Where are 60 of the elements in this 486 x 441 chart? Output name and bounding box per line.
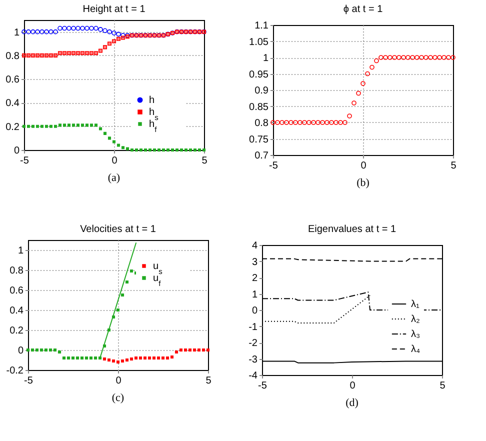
text: (b) xyxy=(356,177,370,189)
x-tick-label: 5 xyxy=(202,156,208,166)
y-tick-label: 1 xyxy=(262,53,269,64)
y-tick-label: 0.4 xyxy=(6,98,20,110)
y-tick-label: 0.6 xyxy=(10,286,24,296)
text: (a) xyxy=(108,172,120,184)
y-tick-label: 0.2 xyxy=(10,326,24,336)
y-tick-label: 3 xyxy=(252,256,258,268)
y-tick-label: 0 xyxy=(252,306,258,316)
y-tick-label: 0.8 xyxy=(10,266,24,276)
legend-label: λ₁ xyxy=(411,299,420,310)
legend-label: h xyxy=(149,95,155,106)
y-tick-label: 0 xyxy=(14,146,20,156)
x-tick-label: 0 xyxy=(112,156,118,166)
x-tick-label: 0 xyxy=(360,160,367,172)
chart-title: Eigenvalues at t = 1 xyxy=(308,224,396,235)
x-tick-label: 0 xyxy=(350,380,356,392)
legend-label: h$_{f}$ xyxy=(149,119,158,134)
y-tick-label: -0.2 xyxy=(6,366,24,376)
x-tick-label: 0 xyxy=(116,376,122,386)
x-tick-label: 5 xyxy=(450,160,457,172)
chart-title: Height at t = 1 xyxy=(82,4,146,15)
y-tick-label: 0 xyxy=(18,346,24,356)
chart-title: ϕ at t = 1 xyxy=(343,4,384,15)
y-tick-label: 0.8 xyxy=(254,118,269,129)
x-tick-label: 5 xyxy=(440,380,446,392)
x-tick-label: -5 xyxy=(269,160,278,172)
x-tick-label: -5 xyxy=(24,376,34,386)
legend-label: h$_{s}$ xyxy=(149,107,159,122)
y-tick-label: 0.4 xyxy=(10,306,24,316)
y-tick-label: 0.95 xyxy=(249,69,269,80)
legend-label: λ₂ xyxy=(411,314,420,325)
y-tick-label: 1.05 xyxy=(249,36,269,48)
x-tick-label: -5 xyxy=(20,156,30,166)
y-tick-label: 0.2 xyxy=(6,122,20,133)
y-tick-label: 1 xyxy=(14,27,20,38)
y-tick-label: 1 xyxy=(252,289,258,300)
x-tick-label: -5 xyxy=(258,380,268,392)
y-tick-label: 0.9 xyxy=(254,86,269,96)
legend-label: λ₄ xyxy=(411,344,420,355)
y-tick-label: 1.1 xyxy=(254,20,269,32)
legend-label: u$_{f}$ xyxy=(153,273,162,288)
y-tick-label: 0.6 xyxy=(6,74,20,86)
y-tick-label: 1 xyxy=(18,246,24,256)
y-tick-label: -4 xyxy=(248,370,258,382)
x-tick-label: 5 xyxy=(206,376,212,386)
legend-label: λ₃ xyxy=(411,329,420,340)
y-tick-label: 0.8 xyxy=(6,50,20,62)
text: (d) xyxy=(346,397,359,409)
chart-title: Velocities at t = 1 xyxy=(80,224,156,235)
y-tick-label: -1 xyxy=(248,322,258,333)
y-tick-label: -2 xyxy=(248,338,258,349)
y-tick-label: 0.85 xyxy=(249,102,269,113)
y-tick-label: 2 xyxy=(252,273,258,284)
y-tick-label: 0.7 xyxy=(254,150,269,162)
y-tick-label: 0.75 xyxy=(249,134,269,146)
y-tick-label: -3 xyxy=(248,354,258,366)
legend-label: u$_{s}$ xyxy=(153,261,163,276)
y-tick-label: 4 xyxy=(252,240,258,252)
text: (c) xyxy=(112,392,124,404)
